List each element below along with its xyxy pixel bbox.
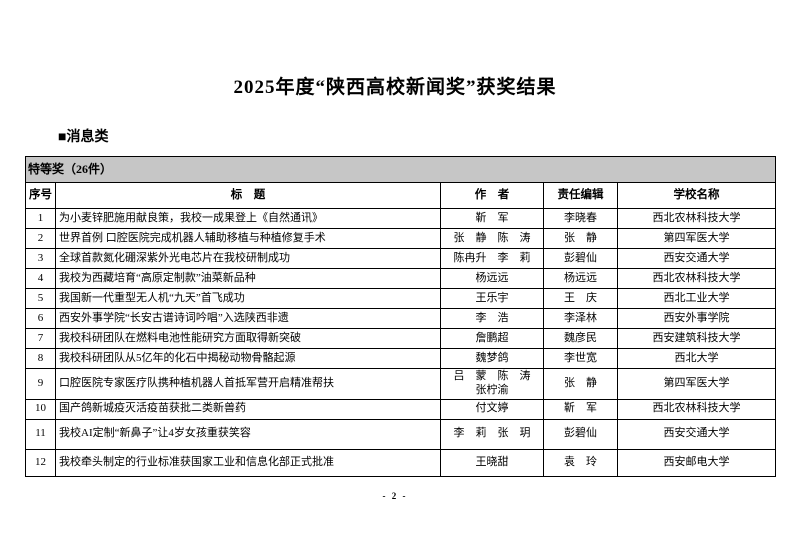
col-header-authors: 作 者 <box>440 182 544 209</box>
cell-serial: 2 <box>25 228 56 249</box>
cell-serial: 7 <box>25 328 56 349</box>
table-row: 11 我校AI定制“新鼻子”让4岁女孩重获笑容 李 莉 张 玥 彭碧仙 西安交通… <box>25 418 777 450</box>
table-row: 4 我校为西藏培育“高原定制款”油菜新品种 杨远远 杨远远 西北农林科技大学 <box>25 268 777 289</box>
cell-title: 我校AI定制“新鼻子”让4岁女孩重获笑容 <box>55 418 441 450</box>
cell-authors: 王乐宇 <box>440 288 544 309</box>
table-row: 8 我校科研团队从5亿年的化石中揭秘动物骨骼起源 魏梦鸽 李世宽 西北大学 <box>25 348 777 369</box>
cell-title: 世界首例 口腔医院完成机器人辅助移植与种植修复手术 <box>55 228 441 249</box>
cell-authors: 李 莉 张 玥 <box>440 418 544 450</box>
cell-school: 西安交通大学 <box>616 418 777 450</box>
cell-school: 西安邮电大学 <box>616 448 777 477</box>
cell-serial: 5 <box>25 288 56 309</box>
col-header-title: 标 题 <box>55 182 441 209</box>
table-row: 5 我国新一代重型无人机“九天”首飞成功 王乐宇 王 庆 西北工业大学 <box>25 288 777 309</box>
cell-title: 我校科研团队在燃料电池性能研究方面取得新突破 <box>55 328 441 349</box>
cell-title: 西安外事学院“长安古谱诗词吟唱”入选陕西非遗 <box>55 308 441 329</box>
cell-title: 为小麦锌肥施用献良策，我校一成果登上《自然通讯》 <box>55 208 441 229</box>
cell-school: 西安外事学院 <box>616 308 777 329</box>
cell-serial: 4 <box>25 268 56 289</box>
cell-school: 第四军医大学 <box>616 228 777 249</box>
cell-authors: 付文婷 <box>440 398 544 420</box>
cell-serial: 9 <box>25 368 56 400</box>
cell-school: 西北农林科技大学 <box>616 268 777 289</box>
cell-serial: 10 <box>25 398 56 420</box>
cell-title: 我校科研团队从5亿年的化石中揭秘动物骨骼起源 <box>55 348 441 369</box>
cell-editor: 张 静 <box>543 228 618 249</box>
cell-editor: 李晓春 <box>543 208 618 229</box>
cell-authors: 王晓甜 <box>440 448 544 477</box>
cell-school: 西安交通大学 <box>616 248 777 269</box>
cell-title: 我校为西藏培育“高原定制款”油菜新品种 <box>55 268 441 289</box>
cell-serial: 11 <box>25 418 56 450</box>
page-title: 2025年度“陕西高校新闻奖”获奖结果 <box>233 77 557 98</box>
cell-editor: 彭碧仙 <box>543 418 618 450</box>
cell-authors: 靳 军 <box>440 208 544 229</box>
table-row: 1 为小麦锌肥施用献良策，我校一成果登上《自然通讯》 靳 军 李晓春 西北农林科… <box>25 208 777 229</box>
table-row: 6 西安外事学院“长安古谱诗词吟唱”入选陕西非遗 李 浩 李泽林 西安外事学院 <box>25 308 777 329</box>
table-row: 10 国产鸽新城疫灭活疫苗获批二类新兽药 付文婷 靳 军 西北农林科技大学 <box>25 398 777 420</box>
cell-authors: 吕 蒙 陈 涛 张柠渝 <box>440 368 544 400</box>
cell-title: 口腔医院专家医疗队携种植机器人首抵军营开启精准帮扶 <box>55 368 441 400</box>
cell-editor: 袁 玲 <box>543 448 618 477</box>
table-row: 9 口腔医院专家医疗队携种植机器人首抵军营开启精准帮扶 吕 蒙 陈 涛 张柠渝 … <box>25 368 777 400</box>
cell-serial: 6 <box>25 308 56 329</box>
col-header-serial: 序号 <box>25 182 56 209</box>
table-row: 7 我校科研团队在燃料电池性能研究方面取得新突破 詹鹏超 魏彦民 西安建筑科技大… <box>25 328 777 349</box>
cell-authors: 陈冉升 李 莉 <box>440 248 544 269</box>
cell-editor: 李世宽 <box>543 348 618 369</box>
cell-title: 我国新一代重型无人机“九天”首飞成功 <box>55 288 441 309</box>
cell-editor: 靳 军 <box>543 398 618 420</box>
page-number: - 2 - <box>382 491 408 501</box>
awards-table: 特等奖（26件） 序号 标 题 作 者 责任编辑 学校名称 1 为小麦锌肥施用献… <box>24 156 777 477</box>
award-tier-band: 特等奖（26件） <box>24 156 777 183</box>
cell-school: 西北农林科技大学 <box>616 208 777 229</box>
cell-editor: 王 庆 <box>543 288 618 309</box>
cell-serial: 12 <box>25 448 56 477</box>
cell-serial: 8 <box>25 348 56 369</box>
cell-school: 第四军医大学 <box>616 368 777 400</box>
cell-editor: 李泽林 <box>543 308 618 329</box>
cell-authors: 詹鹏超 <box>440 328 544 349</box>
cell-editor: 张 静 <box>543 368 618 400</box>
cell-school: 西北农林科技大学 <box>616 398 777 420</box>
col-header-school: 学校名称 <box>616 182 777 209</box>
table-row: 3 全球首款氮化硼深紫外光电芯片在我校研制成功 陈冉升 李 莉 彭碧仙 西安交通… <box>25 248 777 269</box>
table-header-row: 序号 标 题 作 者 责任编辑 学校名称 <box>25 182 777 209</box>
cell-authors: 李 浩 <box>440 308 544 329</box>
award-tier-label: 特等奖（26件） <box>24 156 777 183</box>
cell-authors: 张 静 陈 涛 <box>440 228 544 249</box>
cell-authors: 杨远远 <box>440 268 544 289</box>
cell-school: 西北大学 <box>616 348 777 369</box>
cell-title: 全球首款氮化硼深紫外光电芯片在我校研制成功 <box>55 248 441 269</box>
cell-authors: 魏梦鸽 <box>440 348 544 369</box>
col-header-editor: 责任编辑 <box>543 182 618 209</box>
table-row: 2 世界首例 口腔医院完成机器人辅助移植与种植修复手术 张 静 陈 涛 张 静 … <box>25 228 777 249</box>
cell-title: 我校牵头制定的行业标准获国家工业和信息化部正式批准 <box>55 448 441 477</box>
table-row: 12 我校牵头制定的行业标准获国家工业和信息化部正式批准 王晓甜 袁 玲 西安邮… <box>25 448 777 477</box>
cell-editor: 彭碧仙 <box>543 248 618 269</box>
cell-serial: 3 <box>25 248 56 269</box>
section-heading: ■消息类 <box>58 128 109 144</box>
cell-school: 西安建筑科技大学 <box>616 328 777 349</box>
cell-editor: 杨远远 <box>543 268 618 289</box>
cell-school: 西北工业大学 <box>616 288 777 309</box>
cell-serial: 1 <box>25 208 56 229</box>
cell-editor: 魏彦民 <box>543 328 618 349</box>
cell-title: 国产鸽新城疫灭活疫苗获批二类新兽药 <box>55 398 441 420</box>
